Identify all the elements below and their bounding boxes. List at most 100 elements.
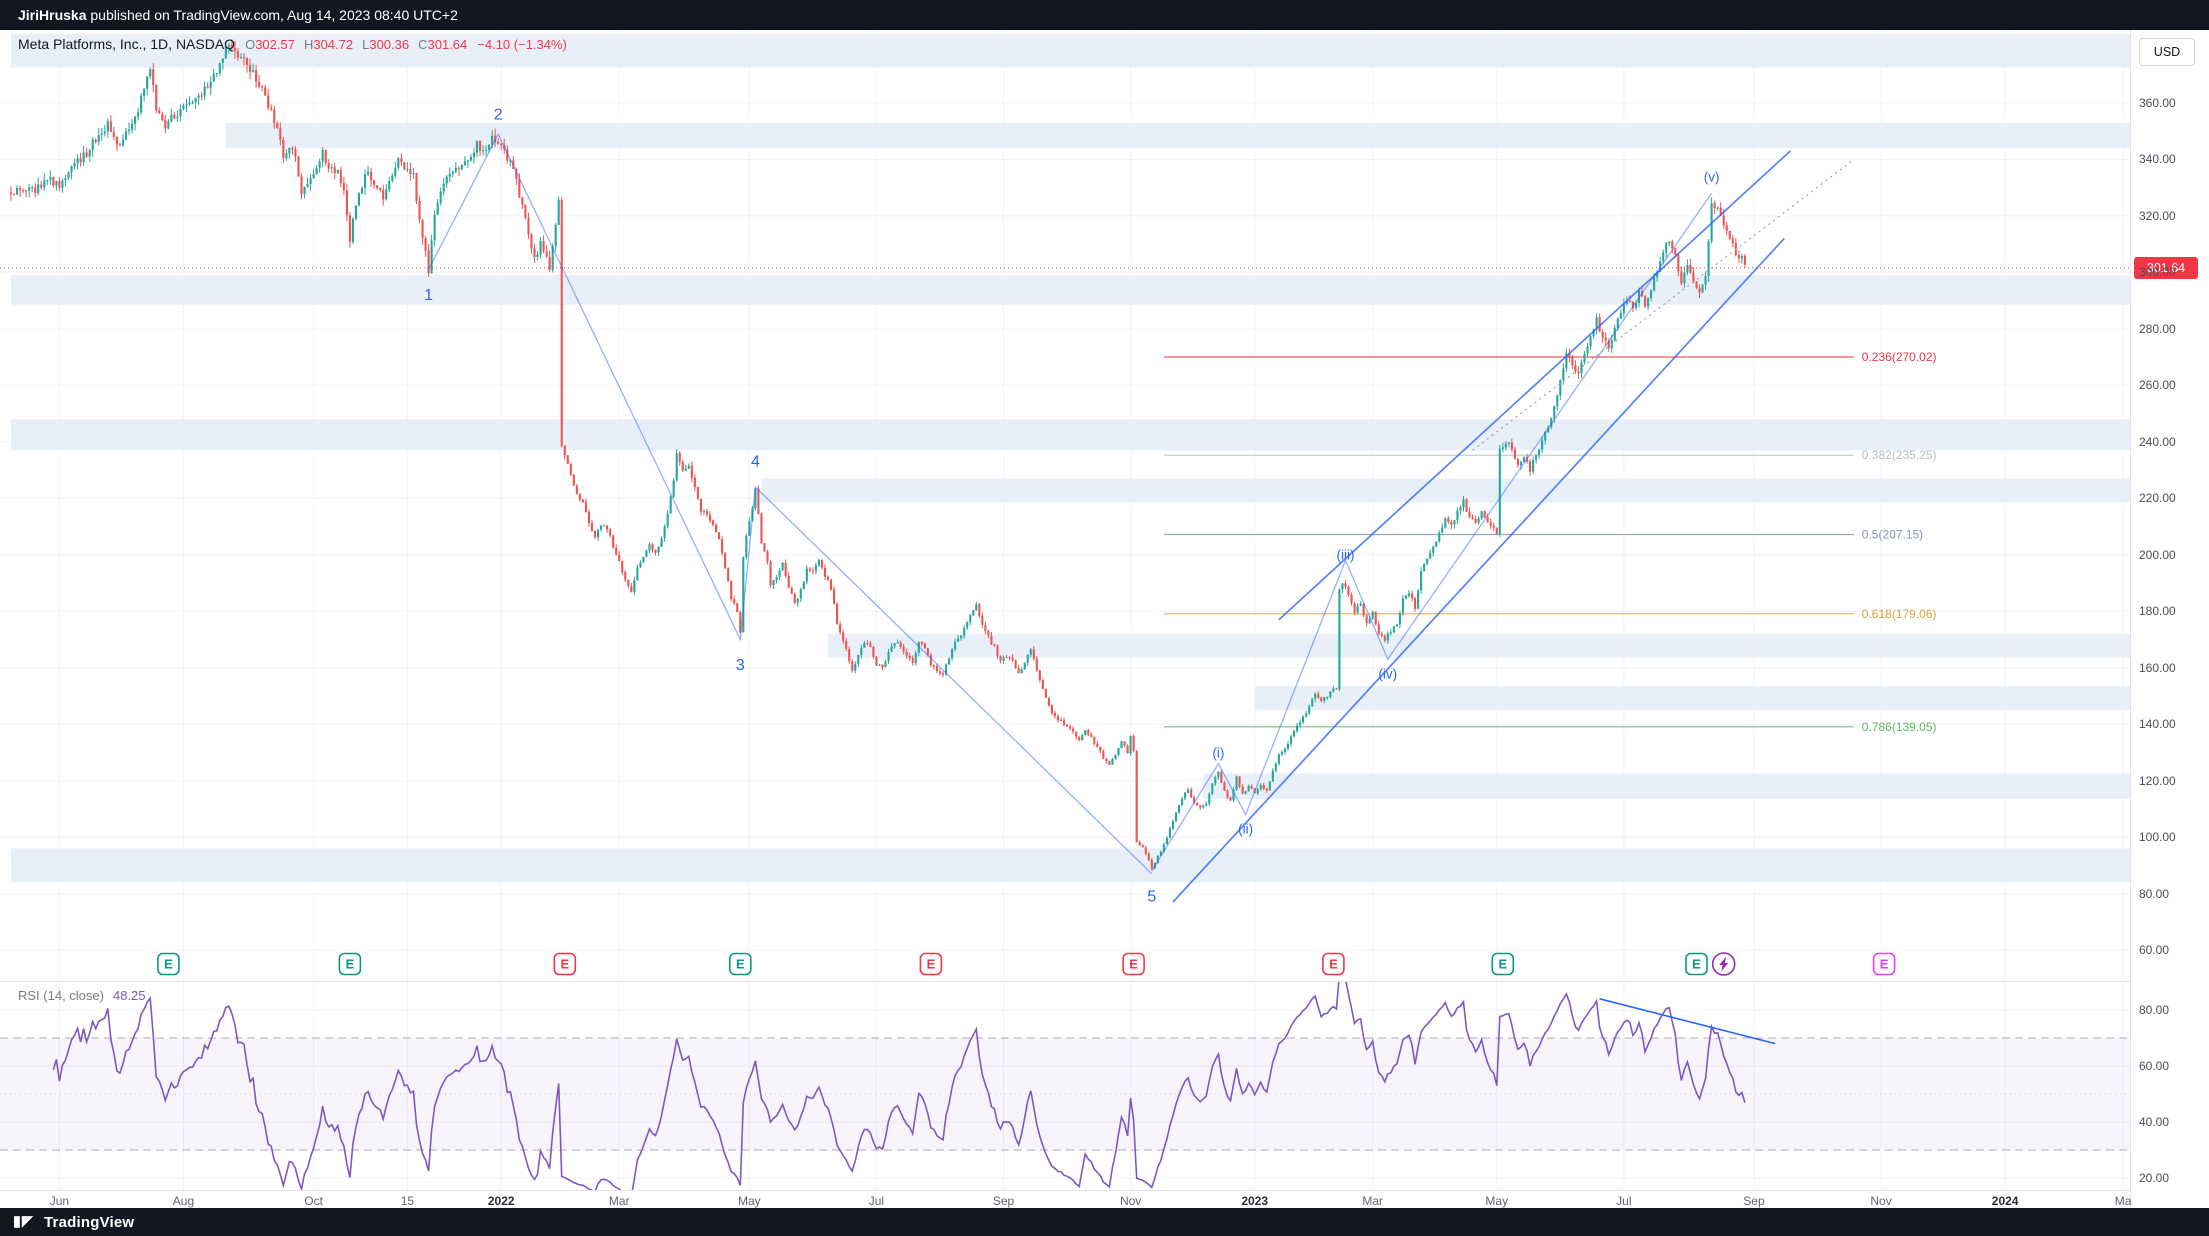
rsi-tick: 60.00 <box>2139 1059 2170 1073</box>
price-tick: 220.00 <box>2139 491 2176 506</box>
wave-label[interactable]: 3 <box>736 657 745 674</box>
time-tick: Mar <box>608 1194 630 1208</box>
price-zone[interactable] <box>828 633 2130 658</box>
time-tick: Sep <box>992 1194 1015 1208</box>
price-tick: 160.00 <box>2139 660 2176 675</box>
price-tick: 200.00 <box>2139 547 2176 562</box>
time-tick: 2024 <box>1991 1194 2019 1208</box>
earnings-marker-letter: E <box>927 957 936 972</box>
price-tick: 80.00 <box>2139 886 2170 901</box>
subwave-label[interactable]: (iii) <box>1337 548 1355 563</box>
channel-line[interactable] <box>1278 150 1791 621</box>
fib-label: 0.786(139.05) <box>1862 720 1937 734</box>
rsi-label[interactable]: RSI (14, close) <box>18 988 104 1003</box>
ohlc-values: O302.57 H304.72 L300.36 C301.64 <box>245 37 467 52</box>
ohlc-item: H304.72 <box>303 37 354 52</box>
projection-line[interactable] <box>1472 159 1855 451</box>
subwave-label[interactable]: (v) <box>1704 169 1720 184</box>
rsi-line <box>52 982 1746 1190</box>
price-scale[interactable]: USD 301.64 360.00 340.00 320.00 300.00 280.0… <box>2130 30 2209 1208</box>
fib-label: 0.618(179.06) <box>1862 607 1937 621</box>
price-zone[interactable] <box>11 275 2130 305</box>
price-tick: 140.00 <box>2139 717 2176 732</box>
fib-label: 0.5(207.15) <box>1862 528 1923 542</box>
price-zone[interactable] <box>225 122 2130 149</box>
symbol-legend: Meta Platforms, Inc., 1D, NASDAQ O302.57… <box>18 36 567 52</box>
footer-bar: TradingView <box>0 1208 2209 1236</box>
price-zone[interactable] <box>11 33 2130 68</box>
earnings-marker-letter: E <box>1129 957 1138 972</box>
rsi-value: 48.25 <box>112 988 146 1003</box>
earnings-marker-letter: E <box>1880 957 1889 972</box>
time-tick: 2022 <box>487 1194 515 1208</box>
subwave-label[interactable]: (iv) <box>1378 666 1397 681</box>
price-zone[interactable] <box>1254 686 2130 710</box>
wave-label[interactable]: 2 <box>494 106 503 123</box>
published-text: published on TradingView.com, Aug 14, 20… <box>86 7 458 23</box>
rsi-pane[interactable] <box>0 974 2130 1197</box>
time-tick: 15 <box>400 1194 415 1208</box>
price-tick: 280.00 <box>2139 321 2176 336</box>
time-tick: Nov <box>1870 1194 1892 1208</box>
earnings-marker[interactable] <box>1322 952 1345 976</box>
symbol-title[interactable]: Meta Platforms, Inc., 1D, NASDAQ <box>18 36 236 52</box>
earnings-marker-letter: E <box>164 957 173 972</box>
earnings-marker[interactable] <box>1685 952 1708 976</box>
author-name: JiriHruska <box>18 7 87 23</box>
price-pane[interactable]: 0.236(270.02) 0.382(235.25) 0.5(207.15) 0.6… <box>0 30 2130 981</box>
fib-label: 0.236(270.02) <box>1862 350 1937 364</box>
price-zone[interactable] <box>1203 773 2130 799</box>
price-tick: 120.00 <box>2139 773 2176 788</box>
time-tick: Oct <box>304 1194 323 1208</box>
price-tick: 260.00 <box>2139 378 2176 393</box>
published-bar: JiriHruska published on TradingView.com,… <box>0 0 2209 30</box>
price-tick: 360.00 <box>2139 96 2176 110</box>
time-tick: Sep <box>1743 1194 1765 1208</box>
earnings-marker[interactable] <box>1491 952 1515 976</box>
price-tick: 340.00 <box>2139 152 2176 167</box>
subwave-label[interactable]: (i) <box>1212 745 1224 760</box>
tradingview-logo-icon[interactable] <box>14 1213 36 1231</box>
recovery-trendline[interactable] <box>1151 192 1713 872</box>
rsi-tick: 40.00 <box>2139 1115 2170 1129</box>
earnings-marker-letter: E <box>1329 957 1338 972</box>
change-value: −4.10 (−1.34%) <box>477 37 567 52</box>
rsi-tick: 80.00 <box>2139 1003 2170 1017</box>
ohlc-item: L300.36 <box>362 37 410 52</box>
currency-button[interactable]: USD <box>2139 38 2195 66</box>
time-tick: May <box>738 1194 761 1208</box>
earnings-marker[interactable] <box>1872 952 1896 976</box>
time-tick: Aug <box>172 1194 195 1208</box>
earnings-marker[interactable] <box>919 952 943 976</box>
price-zone[interactable] <box>11 419 2130 451</box>
wave-label[interactable]: 1 <box>424 287 433 304</box>
earnings-marker-letter: E <box>560 957 569 972</box>
price-zone[interactable] <box>11 848 2130 883</box>
subwave-label[interactable]: (ii) <box>1238 822 1253 837</box>
wave-label[interactable]: 5 <box>1147 888 1156 905</box>
earnings-marker[interactable] <box>1122 952 1145 976</box>
last-price-badge: 301.64 <box>2134 256 2198 279</box>
fib-label: 0.382(235.25) <box>1862 448 1937 462</box>
earnings-marker[interactable] <box>728 952 752 976</box>
time-scale[interactable]: Jun Aug Oct 15 2022 Mar May Jul Sep Nov 2023 Mar May… <box>0 1190 2131 1208</box>
earnings-marker[interactable] <box>157 952 180 976</box>
rsi-trendline[interactable] <box>1599 998 1776 1045</box>
impulse-trendline[interactable] <box>428 132 1153 875</box>
price-tick: 180.00 <box>2139 604 2176 619</box>
lightning-icon <box>1719 956 1729 972</box>
price-tick: 100.00 <box>2139 830 2176 845</box>
footer-brand[interactable]: TradingView <box>44 1213 135 1231</box>
earnings-marker-letter: E <box>736 957 745 972</box>
earnings-marker-letter: E <box>1692 957 1701 972</box>
time-tick: Nov <box>1119 1194 1142 1208</box>
earnings-marker[interactable] <box>338 952 362 976</box>
channel-line[interactable] <box>1172 237 1785 903</box>
candles <box>9 39 1746 870</box>
price-zone[interactable] <box>761 478 2130 503</box>
time-tick: 2023 <box>1241 1194 1269 1208</box>
wave-label[interactable]: 4 <box>751 454 760 471</box>
ohlc-item: O302.57 <box>245 37 295 52</box>
earnings-marker[interactable] <box>553 952 577 976</box>
